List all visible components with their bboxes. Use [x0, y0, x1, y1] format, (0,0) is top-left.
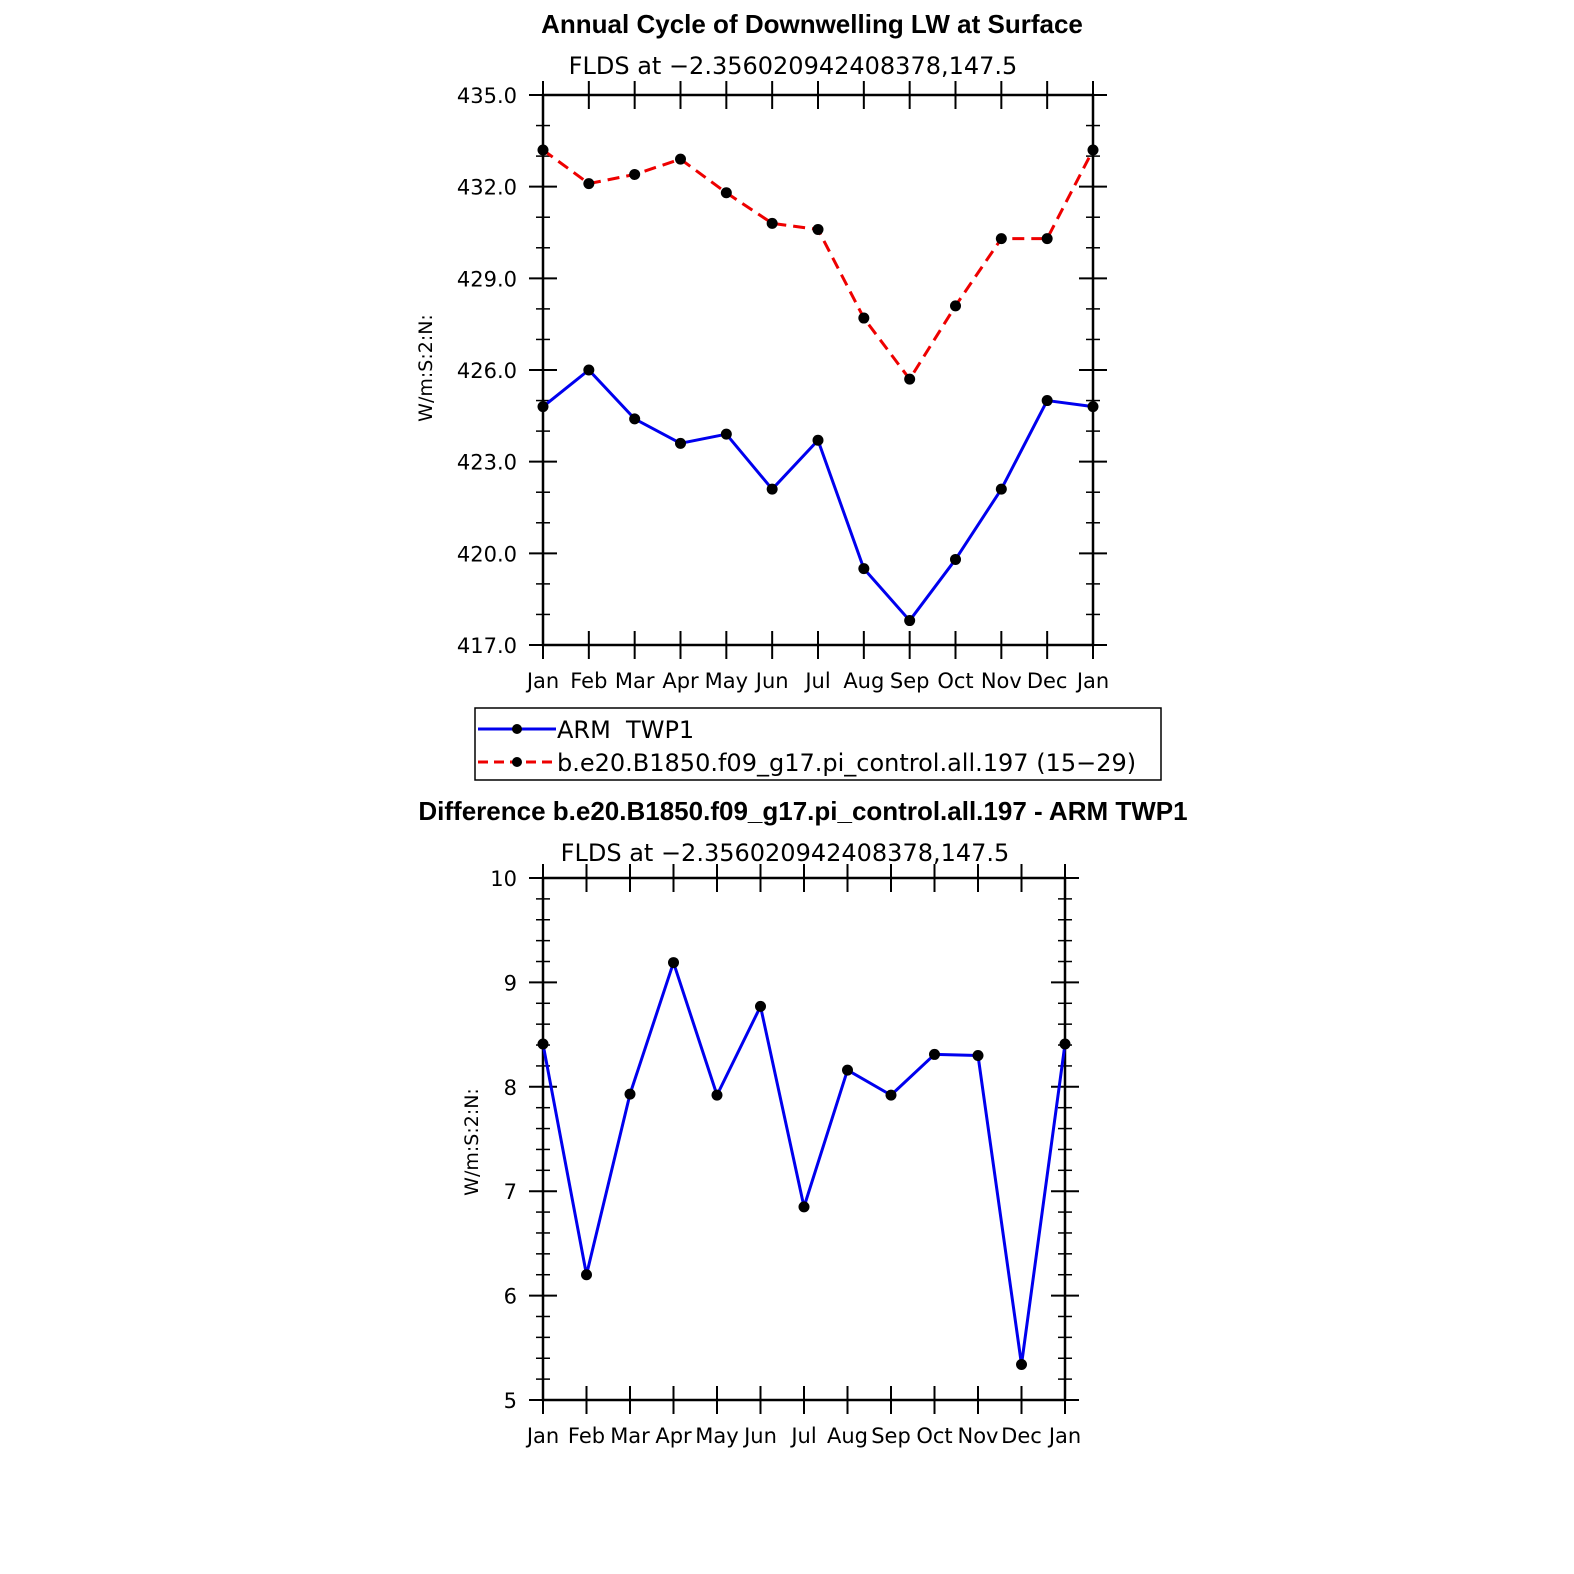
x-tick-label: Oct — [937, 669, 973, 693]
data-point — [720, 428, 732, 440]
y-tick-label: 423.0 — [457, 451, 517, 475]
data-point — [842, 1064, 853, 1076]
y-axis-label: W/m:S:2:N: — [415, 314, 437, 422]
data-point — [972, 1049, 984, 1061]
x-tick-label: Apr — [655, 1424, 692, 1448]
y-axis-label: W/m:S:2:N: — [461, 1088, 483, 1196]
data-point — [537, 144, 549, 156]
x-tick-label: Dec — [1027, 669, 1068, 693]
data-point — [711, 1089, 723, 1101]
x-tick-label: Feb — [570, 669, 607, 693]
series-line-2 — [542, 148, 1095, 381]
y-tick-label: 7 — [504, 1180, 517, 1204]
legend-label-series-2: b.e20.B1850.f09_g17.pi_control.all.197 (… — [557, 749, 1136, 777]
data-point — [812, 223, 824, 235]
data-point — [858, 563, 870, 575]
data-point — [675, 437, 686, 449]
legend-box — [474, 707, 1162, 781]
data-point — [624, 1088, 636, 1100]
data-point — [583, 364, 595, 376]
x-tick-label: Jun — [754, 669, 789, 693]
x-tick-label: Jan — [525, 669, 559, 693]
x-tick-label: Mar — [610, 1424, 650, 1448]
y-tick-label: 435.0 — [457, 84, 517, 108]
data-point — [1041, 395, 1053, 407]
y-tick-label: 432.0 — [457, 176, 517, 200]
x-tick-label: Sep — [871, 1424, 911, 1448]
plot-frame — [541, 876, 1067, 1402]
x-tick-label: Feb — [568, 1424, 605, 1448]
x-tick-label: May — [705, 669, 748, 693]
data-point — [950, 300, 961, 312]
y-tick-label: 426.0 — [457, 359, 517, 383]
chart-subtitle: FLDS at −2.356020942408378,147.5 — [569, 52, 1018, 80]
y-tick-label: 417.0 — [457, 634, 517, 658]
data-point — [537, 1038, 549, 1050]
annual-cycle-chart: Annual Cycle of Downwelling LW at Surfac… — [415, 9, 1109, 693]
x-tick-label: Apr — [662, 669, 699, 693]
data-point — [1016, 1359, 1027, 1371]
data-point — [798, 1201, 810, 1213]
data-point — [995, 233, 1007, 245]
data-point — [675, 153, 686, 165]
y-tick-label: 9 — [504, 971, 517, 995]
data-point — [858, 312, 870, 324]
y-tick-label: 10 — [490, 867, 517, 891]
data-point — [766, 217, 778, 229]
data-point — [995, 483, 1007, 495]
x-tick-label: Oct — [916, 1424, 952, 1448]
data-point — [629, 168, 641, 180]
data-point — [1041, 233, 1053, 245]
data-point — [755, 1000, 766, 1012]
data-point — [1087, 144, 1099, 156]
x-tick-label: Jan — [525, 1424, 559, 1448]
x-tick-label: Nov — [958, 1424, 999, 1448]
legend: ARM TWP1 b.e20.B1850.f09_g17.pi_control.… — [474, 707, 1162, 781]
difference-chart: Difference b.e20.B1850.f09_g17.pi_contro… — [418, 796, 1187, 1448]
series-line-1 — [542, 368, 1094, 623]
x-tick-label: Aug — [827, 1424, 868, 1448]
legend-marker-series-2 — [512, 757, 522, 767]
x-tick-label: Nov — [981, 669, 1022, 693]
x-tick-label: May — [695, 1424, 738, 1448]
x-tick-label: Jun — [742, 1424, 777, 1448]
chart-title: Difference b.e20.B1850.f09_g17.pi_contro… — [418, 796, 1187, 826]
x-tick-label: Sep — [890, 669, 930, 693]
legend-marker-series-1 — [512, 724, 522, 734]
data-point — [537, 401, 549, 413]
x-tick-label: Dec — [1001, 1424, 1042, 1448]
data-point — [581, 1269, 592, 1281]
chart-title: Annual Cycle of Downwelling LW at Surfac… — [541, 9, 1083, 39]
data-point — [668, 957, 679, 969]
data-point — [885, 1089, 897, 1101]
chart-subtitle: FLDS at −2.356020942408378,147.5 — [561, 839, 1010, 867]
x-tick-label: Jan — [1075, 669, 1109, 693]
y-tick-label: 6 — [504, 1285, 517, 1309]
data-point — [904, 615, 916, 627]
x-tick-label: Aug — [843, 669, 884, 693]
data-point — [1059, 1038, 1071, 1050]
y-tick-label: 420.0 — [457, 542, 517, 566]
data-point — [950, 553, 961, 565]
data-point — [583, 178, 595, 190]
series-line-1 — [541, 961, 1067, 1367]
plot-frame — [541, 93, 1095, 647]
x-tick-label: Jan — [1047, 1424, 1081, 1448]
data-point — [766, 483, 778, 495]
legend-label-series-1: ARM TWP1 — [557, 716, 694, 744]
data-point — [812, 434, 824, 446]
y-tick-label: 8 — [504, 1076, 517, 1100]
x-tick-label: Jul — [803, 669, 830, 693]
data-point — [1087, 401, 1099, 413]
x-tick-label: Jul — [789, 1424, 816, 1448]
data-point — [629, 413, 641, 425]
y-tick-label: 429.0 — [457, 267, 517, 291]
data-point — [929, 1048, 940, 1060]
x-tick-label: Mar — [615, 669, 655, 693]
data-point — [720, 187, 732, 199]
data-point — [904, 373, 916, 385]
y-tick-label: 5 — [504, 1389, 517, 1413]
